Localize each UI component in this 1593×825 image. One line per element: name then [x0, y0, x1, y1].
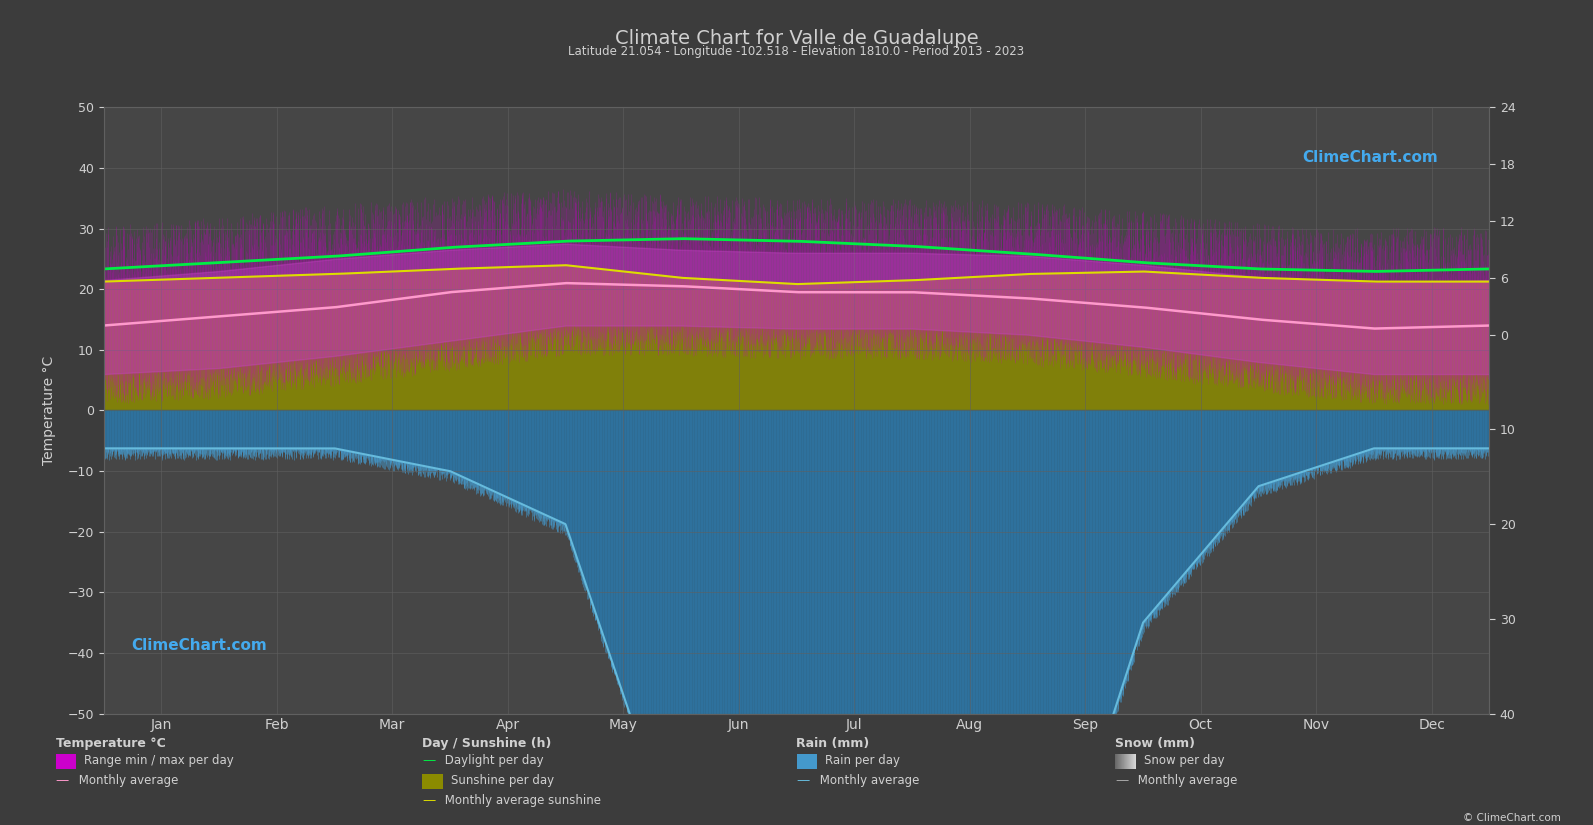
Text: Sunshine per day: Sunshine per day [451, 774, 554, 787]
Text: —: — [56, 774, 68, 787]
Text: Daylight per day: Daylight per day [441, 754, 543, 767]
Text: —: — [422, 794, 435, 807]
Text: ClimeChart.com: ClimeChart.com [1303, 149, 1438, 165]
Text: Temperature °C: Temperature °C [56, 737, 166, 750]
Text: —: — [796, 774, 809, 787]
Text: —: — [1115, 774, 1128, 787]
Text: Snow (mm): Snow (mm) [1115, 737, 1195, 750]
Text: Monthly average sunshine: Monthly average sunshine [441, 794, 601, 807]
Text: Snow per day: Snow per day [1144, 754, 1225, 767]
Text: Rain (mm): Rain (mm) [796, 737, 870, 750]
Text: ClimeChart.com: ClimeChart.com [131, 638, 268, 653]
Text: Monthly average: Monthly average [75, 774, 178, 787]
Text: Monthly average: Monthly average [1134, 774, 1238, 787]
Text: Day / Sunshine (h): Day / Sunshine (h) [422, 737, 551, 750]
Y-axis label: Temperature °C: Temperature °C [41, 356, 56, 465]
Text: —: — [422, 754, 435, 767]
Text: Climate Chart for Valle de Guadalupe: Climate Chart for Valle de Guadalupe [615, 29, 978, 48]
Text: Rain per day: Rain per day [825, 754, 900, 767]
Text: Latitude 21.054 - Longitude -102.518 - Elevation 1810.0 - Period 2013 - 2023: Latitude 21.054 - Longitude -102.518 - E… [569, 45, 1024, 59]
Text: Range min / max per day: Range min / max per day [84, 754, 234, 767]
Text: © ClimeChart.com: © ClimeChart.com [1464, 813, 1561, 823]
Text: Monthly average: Monthly average [816, 774, 919, 787]
